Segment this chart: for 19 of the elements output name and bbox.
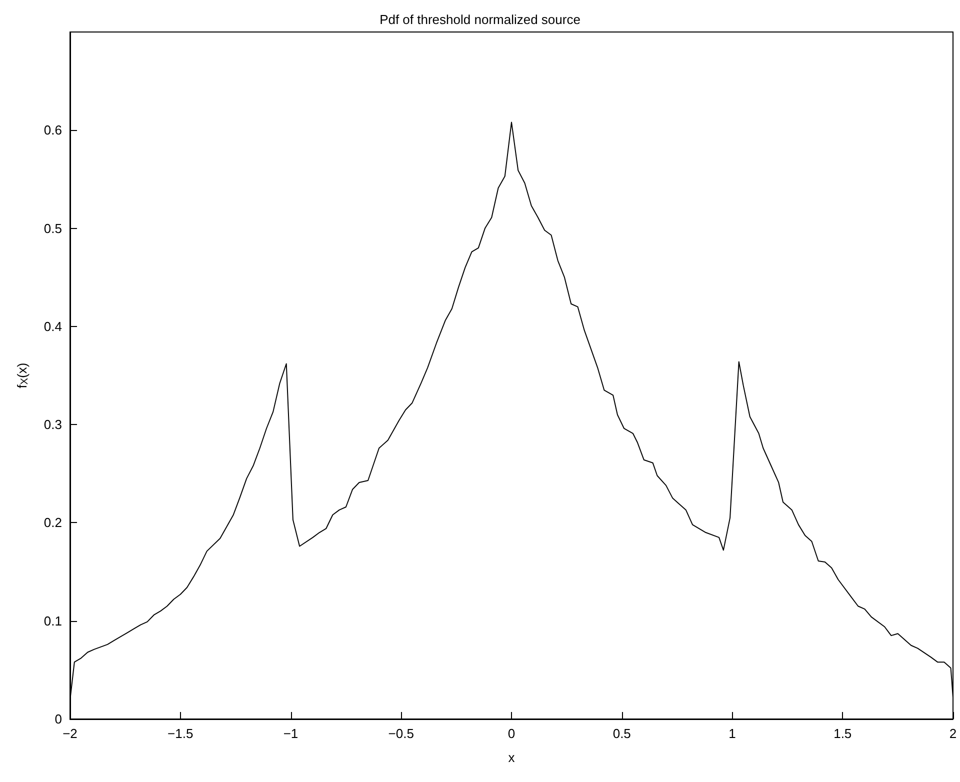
x-axis-title: x <box>508 750 516 765</box>
x-tick-label: −2 <box>62 726 78 741</box>
y-tick-label: 0.1 <box>44 613 62 628</box>
y-tick-label: 0.5 <box>44 220 62 236</box>
x-tick-label: 1 <box>728 726 736 741</box>
chart-title: Pdf of threshold normalized source <box>380 12 580 27</box>
x-tick-label: 0.5 <box>612 726 631 741</box>
x-tick-label: −1.5 <box>168 726 194 741</box>
y-axis-title: fX(x) <box>14 362 30 388</box>
y-tick-label: 0 <box>54 712 62 726</box>
x-tick-label: 1.5 <box>834 726 852 741</box>
x-tick-label: −1 <box>283 726 298 741</box>
y-tick-label: 0.4 <box>44 318 62 334</box>
x-tick-label: −0.5 <box>388 726 414 741</box>
y-tick-label: 0.2 <box>44 515 62 530</box>
x-tick-label: 0 <box>508 726 516 741</box>
y-tick-label: 0.3 <box>44 417 62 432</box>
x-tick-label: 2 <box>949 726 957 741</box>
y-tick-label: 0.6 <box>44 122 62 138</box>
